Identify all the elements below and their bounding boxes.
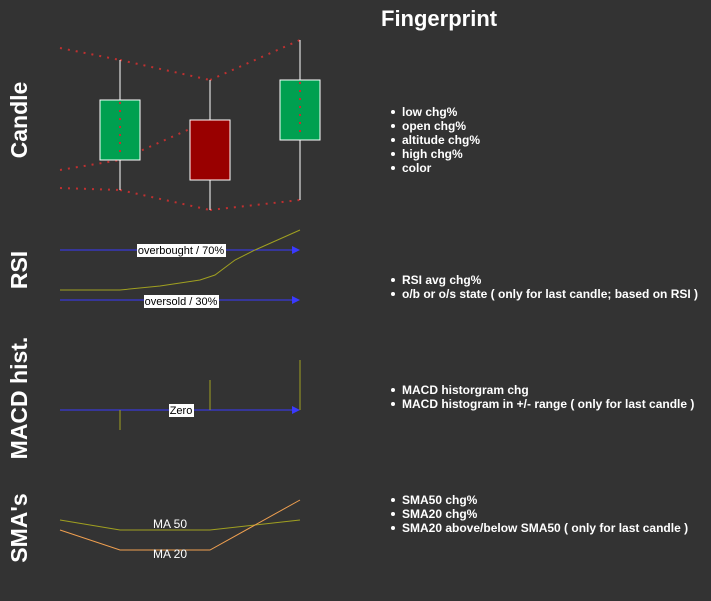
high-trend-line-1 (59, 47, 121, 61)
list-item: altitude chg% (386, 133, 480, 147)
overbought-label: overbought / 70% (138, 245, 224, 257)
sma-feature-list: SMA50 chg% SMA20 chg% SMA20 above/below … (386, 493, 688, 535)
list-item: o/b or o/s state ( only for last candle;… (386, 287, 698, 301)
oversold-arrowhead (292, 296, 300, 304)
list-item: open chg% (386, 119, 480, 133)
candle-panel (59, 39, 321, 211)
oversold-label-box (144, 295, 219, 308)
zero-label: Zero (170, 405, 193, 417)
rsi-line (60, 229, 301, 291)
ma50-label: MA 50 (153, 517, 187, 531)
zero-arrowhead (292, 406, 300, 414)
zero-label-box (169, 404, 194, 417)
oversold-label: oversold / 30% (145, 296, 218, 308)
list-item: SMA20 chg% (386, 507, 688, 521)
ma20-line (59, 499, 301, 551)
ma20-label: MA 20 (153, 547, 187, 561)
sma-panel: MA 50 MA 20 (59, 499, 301, 561)
macd-panel: Zero (60, 360, 301, 430)
overbought-label-box (137, 244, 226, 257)
low-trend-line-1 (59, 187, 121, 191)
page-title: Fingerprint (381, 6, 498, 31)
rsi-panel: overbought / 70% oversold / 30% (60, 229, 301, 308)
rsi-feature-list: RSI avg chg% o/b or o/s state ( only for… (386, 273, 698, 301)
list-item: MACD historgram chg (386, 383, 694, 397)
macd-feature-list: MACD historgram chg MACD histogram in +/… (386, 383, 694, 411)
low-trend-line-2 (119, 189, 211, 211)
list-item: low chg% (386, 105, 480, 119)
overbought-arrowhead (292, 246, 300, 254)
list-item: color (386, 161, 480, 175)
candle-2-body (189, 119, 231, 181)
high-trend-line-3 (209, 39, 301, 81)
body-trend-line-1 (59, 159, 121, 171)
candle-feature-list: low chg% open chg% altitude chg% high ch… (386, 105, 480, 175)
high-trend-line-2 (119, 59, 211, 81)
list-item: SMA20 above/below SMA50 ( only for last … (386, 521, 688, 535)
list-item: high chg% (386, 147, 480, 161)
list-item: SMA50 chg% (386, 493, 688, 507)
list-item: MACD histogram in +/- range ( only for l… (386, 397, 694, 411)
list-item: RSI avg chg% (386, 273, 698, 287)
low-trend-line-3 (209, 199, 301, 211)
